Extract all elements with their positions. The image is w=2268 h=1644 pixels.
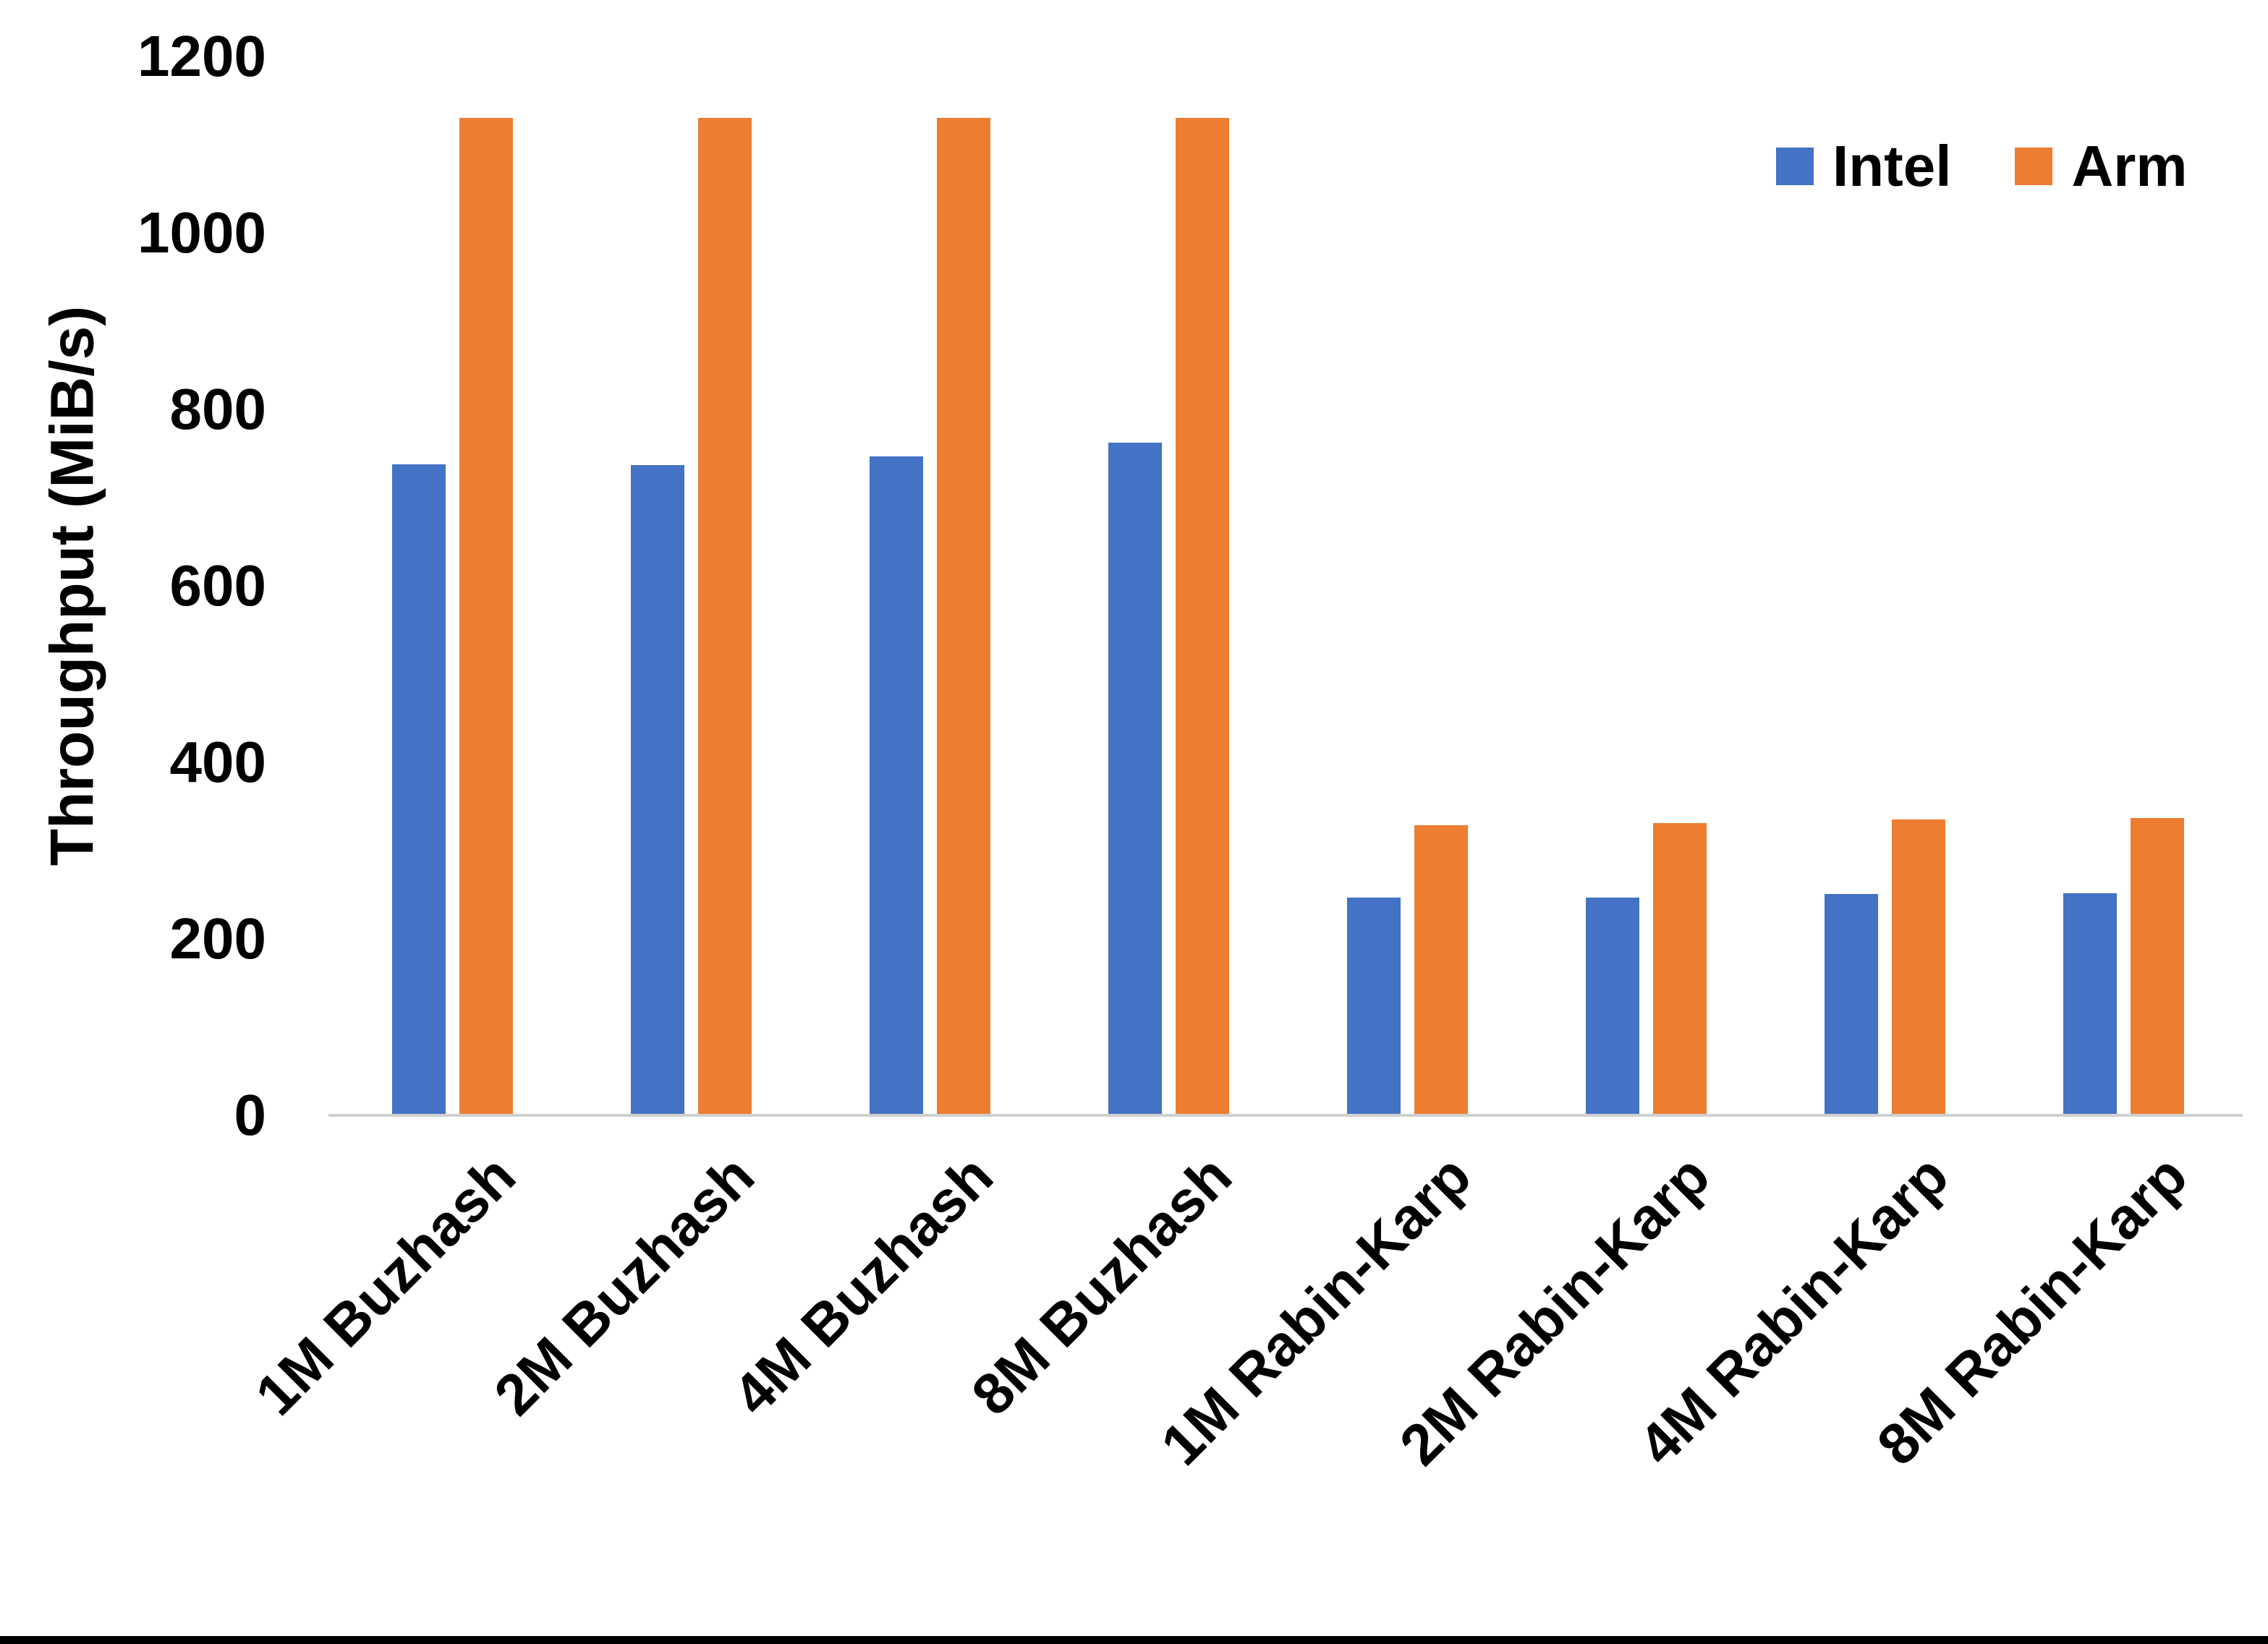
y-tick-label-1000: 1000 bbox=[137, 200, 266, 265]
bar-intel-2 bbox=[630, 464, 684, 1115]
y-tick-label-400: 400 bbox=[169, 730, 266, 794]
bar-group-3 bbox=[869, 56, 990, 1115]
x-category-label-5: 1M Rabin-Karp bbox=[1148, 1143, 1483, 1478]
bar-arm-3 bbox=[936, 118, 990, 1115]
legend-label-intel: Intel bbox=[1832, 134, 1952, 198]
y-tick-label-0: 0 bbox=[234, 1083, 267, 1147]
bar-intel-1 bbox=[391, 464, 446, 1115]
bar-intel-8 bbox=[2063, 893, 2117, 1115]
bar-intel-4 bbox=[1108, 443, 1162, 1115]
legend-swatch-intel bbox=[1776, 148, 1814, 185]
bar-arm-2 bbox=[697, 118, 752, 1115]
bar-groups bbox=[333, 56, 2243, 1115]
x-axis-labels: 1M Buzhash 2M Buzhash 4M Buzhash 8M Buzhash… bbox=[243, 1115, 2243, 1549]
legend-item-intel: Intel bbox=[1776, 137, 1951, 195]
legend: Intel Arm bbox=[1776, 137, 2188, 195]
bar-arm-8 bbox=[2130, 817, 2184, 1115]
bottom-border bbox=[0, 1636, 2268, 1644]
x-category-label-3: 4M Buzhash bbox=[721, 1143, 1006, 1428]
bar-group-6 bbox=[1585, 56, 1707, 1115]
bar-group-2 bbox=[630, 56, 752, 1115]
bar-arm-1 bbox=[459, 118, 513, 1115]
legend-swatch-arm bbox=[2015, 148, 2053, 185]
plot-area: 0 200 400 600 800 1000 1200 1M Buzhash 2M Buzha… bbox=[137, 27, 2243, 1478]
bar-group-5 bbox=[1346, 56, 1468, 1115]
x-category-label-2: 2M Buzhash bbox=[482, 1143, 767, 1428]
bar-intel-7 bbox=[1824, 893, 1878, 1115]
x-category-label-8: 8M Rabin-Karp bbox=[1864, 1143, 2199, 1478]
legend-label-arm: Arm bbox=[2071, 134, 2188, 198]
bar-intel-6 bbox=[1585, 897, 1639, 1115]
bar-arm-4 bbox=[1175, 118, 1229, 1115]
bar-intel-5 bbox=[1346, 897, 1401, 1115]
bar-group-1 bbox=[391, 56, 513, 1115]
bar-arm-5 bbox=[1414, 825, 1468, 1115]
bar-group-4 bbox=[1108, 56, 1229, 1115]
x-category-label-4: 8M Buzhash bbox=[959, 1143, 1244, 1428]
bar-group-8 bbox=[2063, 56, 2184, 1115]
x-axis-line bbox=[328, 1114, 2243, 1117]
legend-item-arm: Arm bbox=[2015, 134, 2188, 198]
bar-arm-7 bbox=[1891, 819, 1945, 1115]
bar-intel-3 bbox=[869, 456, 923, 1115]
x-category-label-6: 2M Rabin-Karp bbox=[1387, 1143, 1722, 1478]
x-category-label-1: 1M Buzhash bbox=[243, 1143, 528, 1428]
y-tick-label-800: 800 bbox=[169, 377, 266, 441]
y-tick-label-600: 600 bbox=[169, 553, 266, 618]
x-category-label-7: 4M Rabin-Karp bbox=[1626, 1143, 1961, 1478]
bar-arm-6 bbox=[1652, 823, 1707, 1115]
y-tick-label-1200: 1200 bbox=[137, 24, 266, 88]
bar-group-7 bbox=[1824, 56, 1945, 1115]
y-tick-label-200: 200 bbox=[169, 906, 266, 971]
y-axis-title: Throughput (MiB/s) bbox=[38, 305, 106, 866]
